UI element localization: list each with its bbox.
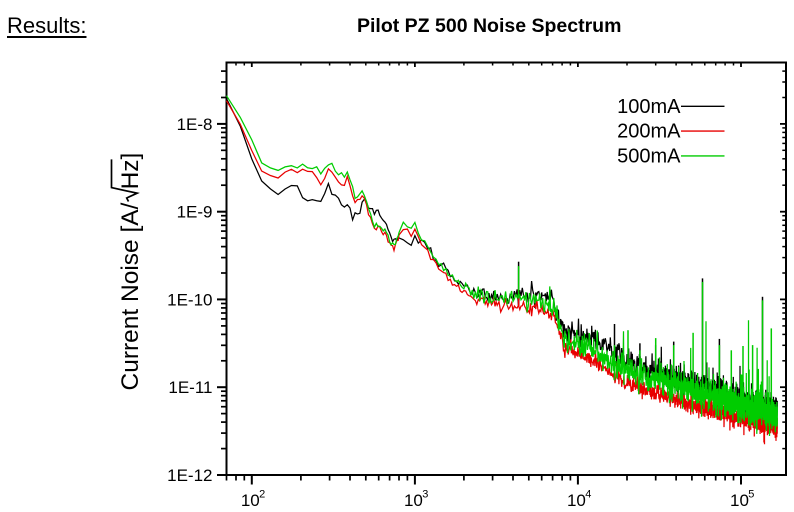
svg-text:10: 10 (567, 491, 586, 510)
svg-text:200mA: 200mA (617, 121, 681, 143)
svg-text:1E-9: 1E-9 (177, 203, 213, 222)
svg-text:Hz]: Hz] (117, 153, 144, 190)
svg-text:10: 10 (404, 491, 423, 510)
svg-text:10: 10 (241, 491, 260, 510)
svg-text:1E-10: 1E-10 (167, 290, 212, 309)
svg-text:1E-12: 1E-12 (167, 466, 212, 485)
svg-text:1E-11: 1E-11 (168, 378, 212, 397)
svg-text:4: 4 (585, 489, 591, 501)
svg-text:Current Noise [A/: Current Noise [A/ (117, 202, 144, 390)
svg-text:100mA: 100mA (617, 96, 681, 118)
svg-text:2: 2 (259, 489, 265, 501)
svg-text:1E-8: 1E-8 (177, 115, 213, 134)
svg-text:500mA: 500mA (617, 145, 681, 167)
svg-text:10: 10 (730, 491, 749, 510)
svg-text:5: 5 (748, 489, 754, 501)
svg-text:3: 3 (422, 489, 428, 501)
